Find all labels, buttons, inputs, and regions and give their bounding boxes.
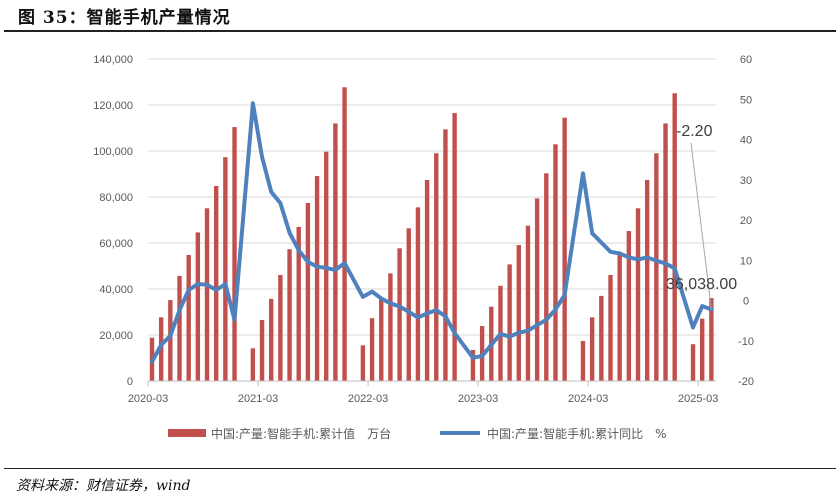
line-series: [150, 101, 714, 364]
y-right-tick-label: -20: [738, 376, 754, 388]
legend-line-label: 中国:产量:智能手机:累计同比 %: [487, 426, 667, 441]
bar-2021-04: [269, 298, 274, 381]
x-tick-label: 2024-03: [568, 393, 608, 405]
legend-bar-swatch: [168, 429, 206, 437]
bar-2024-09: [644, 179, 650, 381]
bar-2025-04: [709, 298, 714, 381]
bar-2020-09: [204, 208, 210, 381]
bar-2022-08: [415, 207, 421, 381]
bar-2020-12: [232, 127, 237, 381]
y-right-tick-label: 0: [743, 296, 749, 308]
bar-2021-12: [342, 87, 347, 381]
y-left-tick-label: 40,000: [99, 284, 133, 296]
bar-2020-10: [213, 185, 219, 381]
bar-2022-03: [369, 318, 375, 381]
bar-2024-08: [635, 208, 641, 381]
bar-2020-06: [177, 275, 182, 381]
y-left-tick-label: 100,000: [93, 146, 133, 158]
bar-2022-12: [452, 113, 457, 382]
bar-2022-10: [434, 153, 439, 381]
y-right-tick-label: -10: [738, 336, 754, 348]
bar-2024-02: [580, 340, 586, 381]
bar-2023-06: [507, 264, 512, 381]
bar-2020-04: [158, 317, 164, 381]
bar-2024-04: [599, 295, 604, 381]
x-tick-label: 2021-03: [238, 393, 278, 405]
bar-2023-12: [562, 117, 567, 382]
bar-2022-11: [443, 129, 448, 381]
y-left-tick-label: 120,000: [93, 100, 133, 112]
bar-2022-09: [424, 179, 430, 381]
annotations: -2.20 36,038.00: [666, 123, 737, 310]
x-tick-label: 2022-03: [348, 393, 388, 405]
x-tick-label: 2025-03: [678, 393, 718, 405]
bar-2024-03: [589, 317, 595, 381]
annotation-yoy-label: -2.20: [676, 123, 713, 140]
bar-2021-07: [296, 226, 301, 381]
bar-2020-11: [223, 157, 228, 381]
bar-2024-12: [672, 93, 677, 382]
bar-2022-04: [379, 298, 384, 381]
bar-2021-03: [259, 320, 265, 381]
footer-rule: [4, 468, 836, 469]
bar-2022-07: [406, 228, 411, 381]
bar-2022-02: [360, 345, 366, 381]
bar-2021-08: [305, 202, 311, 381]
legend-bar-label: 中国:产量:智能手机:累计值 万台: [211, 426, 391, 441]
y-left-tick-label: 80,000: [99, 192, 133, 204]
source-note: 资料来源：财信证券，wind: [16, 478, 191, 494]
y-left-tick-label: 0: [127, 376, 133, 388]
bar-2023-07: [516, 245, 521, 381]
bar-2022-05: [388, 273, 393, 381]
bar-2023-09: [534, 198, 540, 381]
bar-2023-02: [470, 349, 476, 381]
x-tick-label: 2020-03: [128, 393, 168, 405]
bar-2023-08: [525, 225, 531, 381]
axes: 0 20,000 40,000 60,000 80,000 100,000 120,000 1…: [93, 54, 754, 405]
y-left-tick-label: 140,000: [93, 54, 133, 66]
y-right-tick-label: 50: [740, 94, 752, 106]
annotation-leader-line: [690, 142, 712, 310]
bar-2020-07: [186, 254, 191, 381]
bar-series: [149, 87, 714, 382]
bar-2021-11: [333, 123, 338, 382]
bar-2024-10: [654, 153, 659, 381]
y-right-tick-label: 30: [740, 175, 752, 187]
bar-2020-08: [195, 232, 201, 381]
bar-2025-03: [700, 318, 705, 381]
y-right-tick-label: 20: [740, 215, 752, 227]
y-right-tick-label: 60: [740, 54, 752, 66]
y-left-tick-label: 60,000: [99, 238, 133, 250]
figure-title: 图 35：智能手机产量情况: [18, 8, 231, 28]
title-rule: [4, 30, 836, 32]
bar-2025-02: [690, 344, 696, 381]
legend: 中国:产量:智能手机:累计值 万台 中国:产量:智能手机:累计同比 %: [168, 426, 667, 441]
x-tick-label: 2023-03: [458, 393, 498, 405]
bar-2024-07: [626, 231, 632, 381]
annotation-value-label: 36,038.00: [666, 276, 737, 293]
bar-2021-06: [287, 249, 292, 381]
bar-2021-09: [314, 176, 320, 381]
bar-2021-05: [278, 274, 283, 381]
y-right-tick-label: 10: [740, 255, 752, 267]
bar-2024-11: [663, 123, 668, 382]
bar-2020-05: [168, 300, 173, 381]
bar-2023-10: [544, 173, 549, 381]
y-right-tick-label: 40: [740, 135, 752, 147]
bar-2024-05: [608, 274, 613, 381]
bar-2024-06: [617, 253, 622, 381]
y-left-tick-label: 20,000: [99, 330, 133, 342]
bar-2023-11: [553, 144, 558, 381]
bar-2022-06: [397, 248, 402, 381]
bar-2021-02: [250, 348, 256, 381]
